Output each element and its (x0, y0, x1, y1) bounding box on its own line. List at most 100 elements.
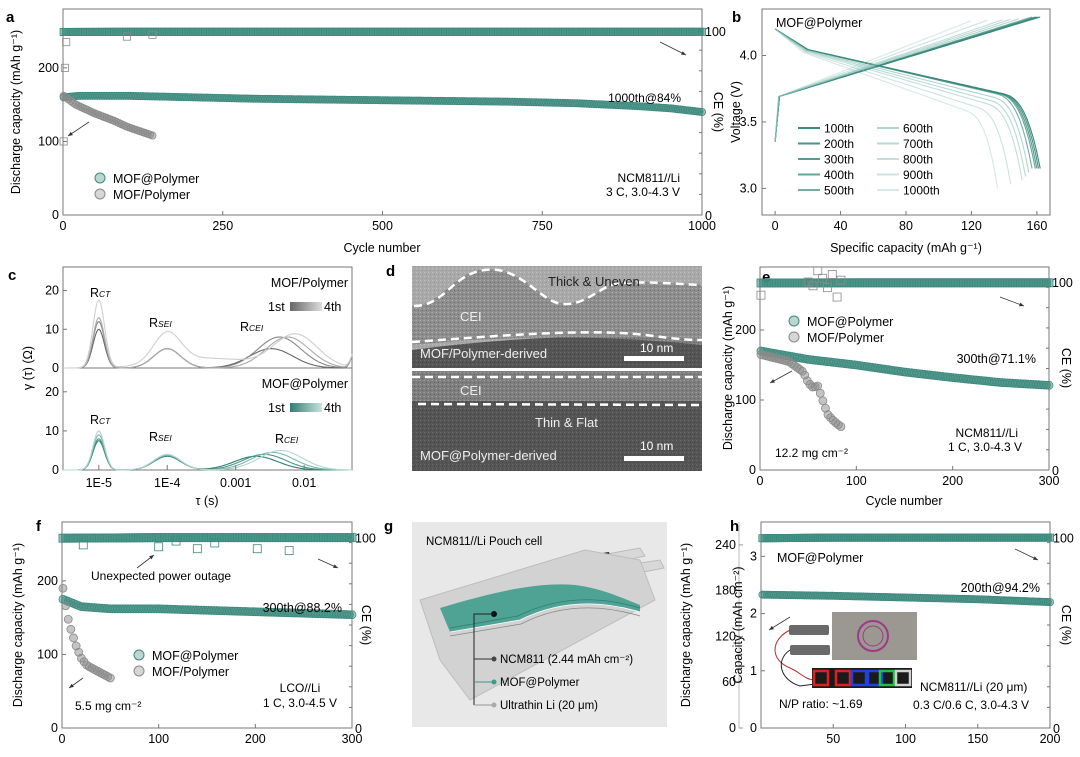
y-tick-label: 2 (750, 607, 757, 621)
charge-curve-600th (774, 18, 1019, 142)
charge-curve-700th (774, 18, 1011, 142)
series-ce-power-outage (78, 536, 294, 556)
pouch-cell-photo (832, 612, 917, 660)
data-point-circle (813, 381, 823, 391)
y-tick-label: 20 (45, 284, 59, 298)
y-tick-label: 0 (750, 721, 757, 735)
outer-y-tick-label: 180 (715, 584, 736, 598)
axis-arrow-head (1019, 302, 1024, 307)
x-tick-label: 0.001 (220, 476, 251, 490)
series-mof-polymer (59, 91, 157, 140)
series-mof-polymer (58, 594, 357, 620)
discharge-curve-500th (774, 28, 1033, 169)
layer-label: CEI (460, 383, 482, 398)
panel-label: f (36, 518, 42, 535)
charge-curve-900th (774, 19, 988, 142)
legend-end: 4th (324, 300, 341, 314)
data-point-circle (1044, 380, 1054, 390)
peak-label: RCT (90, 286, 111, 300)
legend-end: 4th (324, 401, 341, 415)
annotation-conditions: 1 C, 3.0-4.5 V (263, 696, 337, 710)
annotation-cell: NCM811//Li (956, 426, 1018, 440)
data-point-circle (61, 601, 70, 611)
x-axis-label: τ (s) (196, 494, 219, 508)
clip-connector (789, 625, 829, 635)
data-point-square (192, 544, 202, 554)
legend-marker (788, 331, 800, 343)
panel-c: c 0 10 20 MOF/Polymer 1st 4th RCT RSEI RCEI 0 10 20 M… (8, 266, 353, 508)
legend-label: 100th (824, 122, 854, 136)
discharge-curve-900th (774, 28, 1012, 185)
y-tick-label: 0 (51, 721, 58, 735)
panel-label: a (6, 9, 15, 26)
axis-arrow-head (333, 564, 338, 568)
annotation-conditions: 3 C, 3.0-4.3 V (606, 185, 680, 199)
y2-tick-label: 0 (1053, 722, 1060, 736)
data-point-circle (818, 396, 828, 406)
subplot-title: MOF/Polymer (271, 276, 348, 290)
y2-tick-label: 100 (1052, 276, 1073, 290)
annotation-cell: NCM811//Li (618, 171, 680, 185)
legend-label: 200th (824, 137, 854, 151)
tem-image-bottom: CEI Thin & Flat MOF@Polymer-derived 10 n… (412, 371, 703, 471)
y-axis-label: Discharge capacity (mAh g⁻¹) (11, 543, 25, 707)
y-axis-label: γ (τ) (Ω) (21, 346, 35, 390)
x-tick-label: 0 (60, 219, 67, 233)
tem-image-top: Thick & Uneven CEI MOF/Polymer-derived 1… (411, 266, 703, 368)
charge-curve-1000th (774, 20, 972, 142)
scale-bar (624, 356, 684, 361)
data-point-circle (66, 624, 76, 634)
y-tick-label: 1 (750, 664, 757, 678)
annotation-retention: 1000th@84% (608, 91, 681, 105)
panel-label: d (386, 263, 395, 280)
panel-g: g NCM811//Li Pouch cell NCM811 (2.44 mAh… (384, 518, 667, 727)
led-glyph (834, 669, 852, 687)
axis-arrow-head (770, 379, 775, 383)
zone-label: Thick & Uneven (548, 274, 640, 289)
chart-title: MOF@Polymer (776, 16, 862, 30)
data-point-square (60, 63, 69, 72)
x-axis-label: Cycle number (343, 241, 420, 255)
x-tick-label: 100 (846, 474, 867, 488)
data-point-circle (63, 614, 73, 624)
x-tick-label: 0 (772, 219, 779, 233)
y-tick-label: 0 (52, 463, 59, 477)
y-tick-label: 100 (38, 134, 59, 148)
y-tick-label: 20 (45, 385, 59, 399)
x-tick-label: 1E-5 (86, 476, 112, 490)
cei-boundary-inner (411, 331, 703, 344)
x-tick-label: 200 (1040, 732, 1061, 746)
data-point-square (171, 536, 181, 546)
series-ce-mof-polymer (58, 533, 357, 543)
legend-label: 1000th (903, 184, 940, 198)
legend-label: 900th (903, 168, 933, 182)
annotation-loading: 12.2 mg cm⁻² (775, 446, 848, 460)
peak-label: RCEI (275, 432, 299, 446)
data-point-square (823, 283, 832, 293)
axis-arrow-head (68, 131, 73, 136)
annotation-np-ratio: N/P ratio: ~1.69 (779, 697, 863, 711)
panel-b: b 0 40 80 120 160 3.0 3.5 4.0 Specific capacity (… (729, 8, 1051, 255)
x-tick-label: 80 (899, 219, 913, 233)
layer-label-separator: MOF@Polymer (500, 677, 580, 689)
drt-curve-3 (63, 317, 353, 369)
inset-photo-pouch-led (774, 612, 917, 688)
annotation-cell: NCM811//Li (20 μm) (920, 680, 1027, 694)
x-tick-label: 250 (212, 219, 233, 233)
data-point-circle (105, 673, 115, 683)
panel-h: h50 100 150 20001230100060120180240Discharg… (679, 518, 1074, 746)
x-tick-label: 0.01 (292, 476, 316, 490)
annotation-title: MOF@Polymer (777, 551, 863, 565)
data-point-square (347, 533, 357, 543)
legend-start: 1st (268, 300, 285, 314)
x-axis-label: Cycle number (865, 494, 942, 508)
series-ce (758, 533, 1055, 543)
data-point-square (59, 137, 68, 146)
legend-marker (94, 172, 106, 184)
peak-label: RSEI (149, 430, 172, 444)
axis-arrow-head (149, 555, 154, 560)
electrode-stack (440, 584, 640, 632)
y-tick-label: 200 (735, 323, 756, 337)
